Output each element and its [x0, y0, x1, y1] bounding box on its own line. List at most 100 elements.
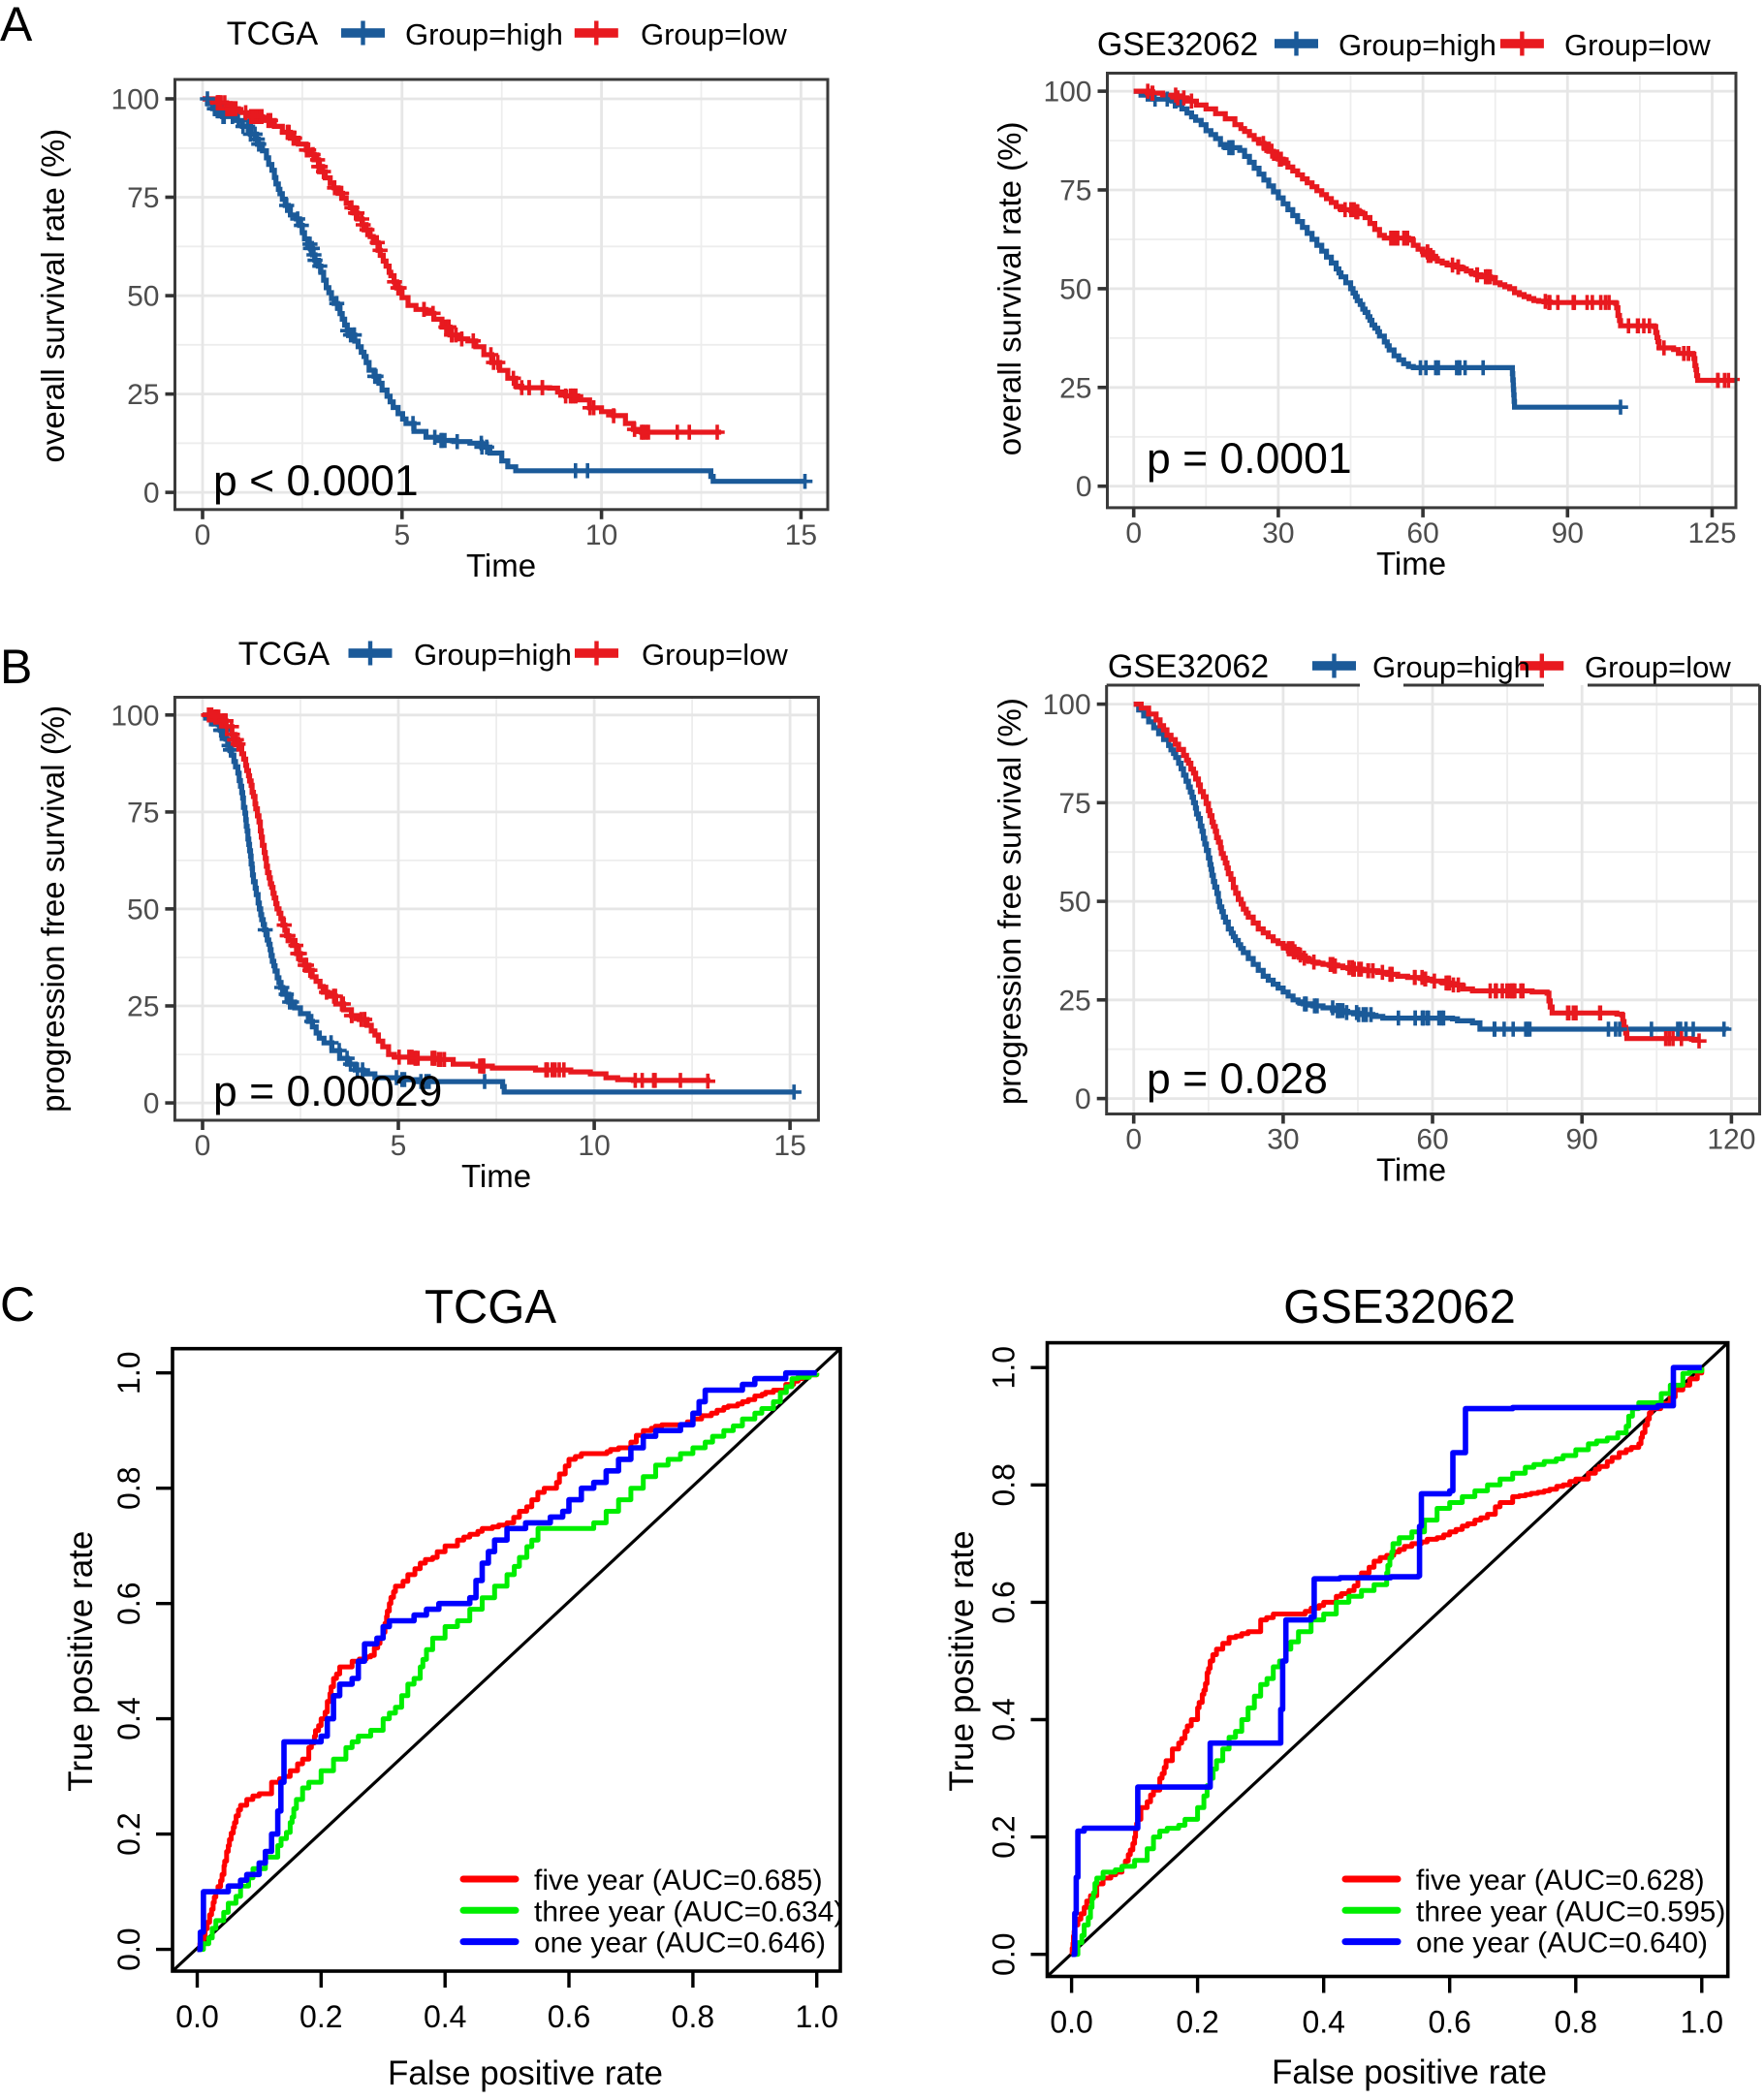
- svg-text:5: 5: [394, 519, 410, 551]
- svg-text:120: 120: [1707, 1124, 1755, 1156]
- svg-text:Group=low: Group=low: [642, 638, 788, 672]
- svg-text:125: 125: [1687, 517, 1736, 549]
- svg-text:25: 25: [127, 991, 159, 1023]
- svg-text:0.0: 0.0: [111, 1928, 146, 1970]
- svg-text:25: 25: [127, 379, 159, 411]
- svg-text:Time: Time: [466, 548, 536, 583]
- svg-text:10: 10: [578, 1130, 610, 1162]
- svg-text:0.8: 0.8: [1555, 2005, 1597, 2040]
- svg-text:0: 0: [1076, 471, 1092, 503]
- svg-text:0.0: 0.0: [1050, 2005, 1092, 2040]
- svg-text:0.0: 0.0: [175, 1999, 218, 2034]
- svg-text:C: C: [0, 1277, 35, 1332]
- svg-text:0.0: 0.0: [987, 1932, 1022, 1975]
- svg-text:0: 0: [195, 519, 211, 551]
- svg-text:1.0: 1.0: [987, 1346, 1022, 1389]
- svg-text:Time: Time: [1376, 1152, 1446, 1188]
- svg-text:60: 60: [1416, 1124, 1448, 1156]
- svg-text:1.0: 1.0: [111, 1351, 146, 1394]
- svg-text:50: 50: [127, 281, 159, 313]
- svg-text:p = 0.028: p = 0.028: [1147, 1055, 1328, 1103]
- svg-text:one year (AUC=0.640): one year (AUC=0.640): [1416, 1928, 1708, 1959]
- svg-text:one year (AUC=0.646): one year (AUC=0.646): [534, 1928, 826, 1959]
- svg-text:0.4: 0.4: [424, 1999, 466, 2034]
- svg-text:0.4: 0.4: [1302, 2005, 1344, 2040]
- svg-text:p = 0.0001: p = 0.0001: [1147, 435, 1352, 483]
- svg-text:75: 75: [1059, 175, 1091, 207]
- svg-text:0.4: 0.4: [987, 1698, 1022, 1740]
- svg-text:0.2: 0.2: [299, 1999, 342, 2034]
- svg-text:True positive rate: True positive rate: [943, 1530, 981, 1791]
- svg-text:100: 100: [110, 84, 159, 116]
- svg-text:Group=high: Group=high: [1372, 650, 1530, 684]
- svg-text:50: 50: [1059, 273, 1091, 305]
- svg-text:0.8: 0.8: [111, 1466, 146, 1509]
- svg-text:0.2: 0.2: [987, 1815, 1022, 1858]
- svg-text:Time: Time: [1376, 546, 1446, 581]
- svg-text:True positive rate: True positive rate: [62, 1531, 100, 1792]
- svg-text:75: 75: [1058, 788, 1090, 820]
- svg-text:Group=high: Group=high: [1339, 28, 1496, 62]
- svg-text:GSE32062: GSE32062: [1097, 26, 1258, 63]
- svg-text:0.8: 0.8: [987, 1463, 1022, 1506]
- svg-text:GSE32062: GSE32062: [1108, 648, 1269, 685]
- svg-text:TCGA: TCGA: [227, 16, 319, 52]
- svg-text:0: 0: [143, 478, 160, 510]
- svg-text:five year (AUC=0.628): five year (AUC=0.628): [1416, 1865, 1705, 1896]
- svg-text:0.6: 0.6: [987, 1581, 1022, 1623]
- svg-text:TCGA: TCGA: [238, 636, 331, 673]
- svg-text:0.6: 0.6: [548, 1999, 590, 2034]
- svg-text:Group=low: Group=low: [1585, 650, 1731, 684]
- svg-text:TCGA: TCGA: [425, 1281, 556, 1333]
- svg-text:100: 100: [1043, 689, 1091, 721]
- svg-text:25: 25: [1059, 372, 1091, 404]
- svg-text:50: 50: [1058, 887, 1090, 919]
- svg-text:30: 30: [1262, 517, 1294, 549]
- svg-text:25: 25: [1058, 985, 1090, 1017]
- svg-text:False positive rate: False positive rate: [388, 2054, 663, 2092]
- svg-text:15: 15: [785, 519, 817, 551]
- svg-text:overall survival rate (%): overall survival rate (%): [992, 122, 1027, 456]
- svg-text:0.2: 0.2: [111, 1812, 146, 1855]
- svg-text:0: 0: [1075, 1083, 1091, 1115]
- svg-text:75: 75: [127, 182, 159, 214]
- svg-text:5: 5: [391, 1130, 407, 1162]
- svg-text:progression free survival (%): progression free survival (%): [35, 705, 71, 1113]
- svg-text:False positive rate: False positive rate: [1272, 2053, 1547, 2091]
- svg-text:0.6: 0.6: [111, 1582, 146, 1624]
- svg-text:1.0: 1.0: [1681, 2005, 1723, 2040]
- svg-text:15: 15: [773, 1130, 805, 1162]
- svg-text:overall survival rate (%): overall survival rate (%): [35, 129, 71, 463]
- svg-text:three year (AUC=0.595): three year (AUC=0.595): [1416, 1896, 1725, 1928]
- svg-text:0.6: 0.6: [1428, 2005, 1470, 2040]
- svg-text:Group=high: Group=high: [405, 17, 563, 51]
- svg-text:90: 90: [1552, 517, 1584, 549]
- svg-text:0: 0: [1125, 1124, 1142, 1156]
- svg-text:p = 0.00029: p = 0.00029: [213, 1068, 442, 1115]
- svg-text:GSE32062: GSE32062: [1283, 1281, 1516, 1333]
- svg-text:75: 75: [127, 797, 159, 829]
- svg-text:B: B: [0, 640, 32, 694]
- svg-text:0: 0: [1125, 517, 1142, 549]
- svg-text:100: 100: [110, 700, 159, 732]
- svg-text:Group=low: Group=low: [641, 17, 787, 51]
- svg-text:0.8: 0.8: [672, 1999, 714, 2034]
- svg-text:p < 0.0001: p < 0.0001: [213, 457, 419, 505]
- svg-text:1.0: 1.0: [795, 1999, 837, 2034]
- svg-text:three year (AUC=0.634): three year (AUC=0.634): [534, 1896, 843, 1928]
- svg-text:Group=low: Group=low: [1564, 28, 1711, 62]
- svg-text:10: 10: [585, 519, 617, 551]
- svg-text:60: 60: [1406, 517, 1438, 549]
- svg-text:0: 0: [195, 1130, 211, 1162]
- svg-text:0: 0: [143, 1088, 160, 1120]
- svg-text:0.2: 0.2: [1176, 2005, 1218, 2040]
- svg-text:Time: Time: [461, 1158, 531, 1194]
- svg-text:0.4: 0.4: [111, 1697, 146, 1740]
- svg-text:90: 90: [1566, 1124, 1598, 1156]
- svg-text:30: 30: [1267, 1124, 1299, 1156]
- svg-text:progression free survival (%): progression free survival (%): [992, 698, 1027, 1105]
- svg-text:Group=high: Group=high: [414, 638, 572, 672]
- svg-text:50: 50: [127, 893, 159, 925]
- svg-text:A: A: [0, 0, 33, 51]
- svg-text:five year (AUC=0.685): five year (AUC=0.685): [534, 1865, 823, 1896]
